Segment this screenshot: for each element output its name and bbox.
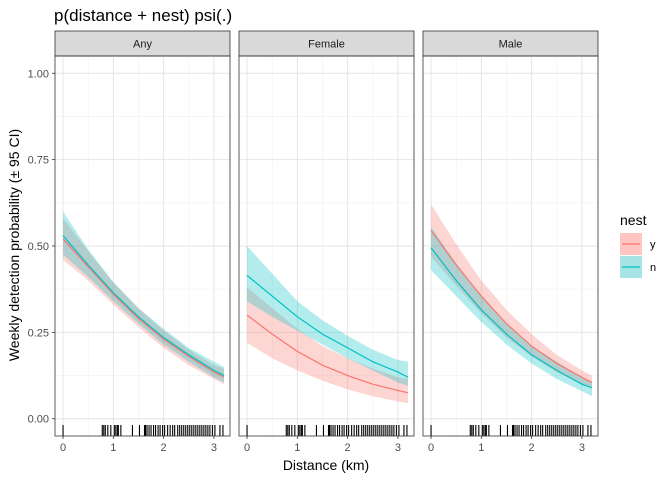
legend-title: nest	[620, 212, 647, 228]
legend-key-y	[620, 233, 642, 255]
y-tick-label: 0.75	[28, 155, 49, 167]
ci-ribbon-n	[431, 227, 592, 397]
y-axis-title: Weekly detection probability (± 95 CI)	[6, 129, 22, 361]
y-axis-ticks: 0.00 0.25 0.50 0.75 1.00	[28, 68, 55, 426]
panels: Any 0 1 2 3 Female 0 1 2 3 Male 0 1 2 3	[54, 30, 599, 454]
panel-female: Female 0 1 2 3	[238, 30, 415, 454]
series-line-n	[430, 247, 593, 389]
facet-strip	[54, 30, 231, 57]
x-tick-label: 0	[244, 442, 250, 454]
x-tick-label: 3	[579, 442, 585, 454]
x-tick-label: 0	[428, 442, 434, 454]
ci-ribbon-y	[431, 204, 592, 388]
x-tick-label: 1	[294, 442, 300, 454]
y-tick-label: 0.50	[28, 241, 49, 253]
panel-border	[422, 55, 599, 437]
ci-ribbon-n	[247, 246, 408, 386]
x-tick-label: 2	[161, 442, 167, 454]
x-tick-label: 2	[529, 442, 535, 454]
ci-ribbon-n	[63, 211, 224, 383]
series-line-y	[430, 230, 593, 383]
legend: nest yn	[620, 212, 656, 278]
series-line-n	[62, 235, 225, 377]
legend-key-n	[620, 256, 642, 278]
series-line-n	[246, 274, 409, 378]
x-axis-title: Distance (km)	[283, 457, 369, 473]
series-line-y	[62, 238, 225, 378]
legend-label-n: n	[650, 262, 656, 274]
x-tick-label: 0	[60, 442, 66, 454]
y-tick-label: 1.00	[28, 68, 49, 80]
series-line-y	[246, 314, 409, 394]
x-tick-label: 3	[395, 442, 401, 454]
x-tick-label: 1	[110, 442, 116, 454]
facet-strip-label: Female	[308, 39, 345, 51]
legend-label-y: y	[650, 239, 656, 251]
y-tick-label: 0.00	[28, 414, 49, 426]
facet-strip-label: Any	[133, 39, 152, 51]
x-tick-label: 2	[345, 442, 351, 454]
x-tick-label: 1	[478, 442, 484, 454]
x-tick-label: 3	[211, 442, 217, 454]
ci-ribbon-y	[63, 218, 224, 385]
facet-strip-label: Male	[499, 39, 523, 51]
panel-border	[238, 55, 415, 437]
ci-ribbon-y	[247, 287, 408, 404]
panel-any: Any 0 1 2 3	[54, 30, 231, 454]
panel-male: Male 0 1 2 3	[422, 30, 599, 454]
y-tick-label: 0.25	[28, 327, 49, 339]
chart-title: p(distance + nest) psi(.)	[54, 6, 232, 25]
facet-strip	[238, 30, 415, 57]
